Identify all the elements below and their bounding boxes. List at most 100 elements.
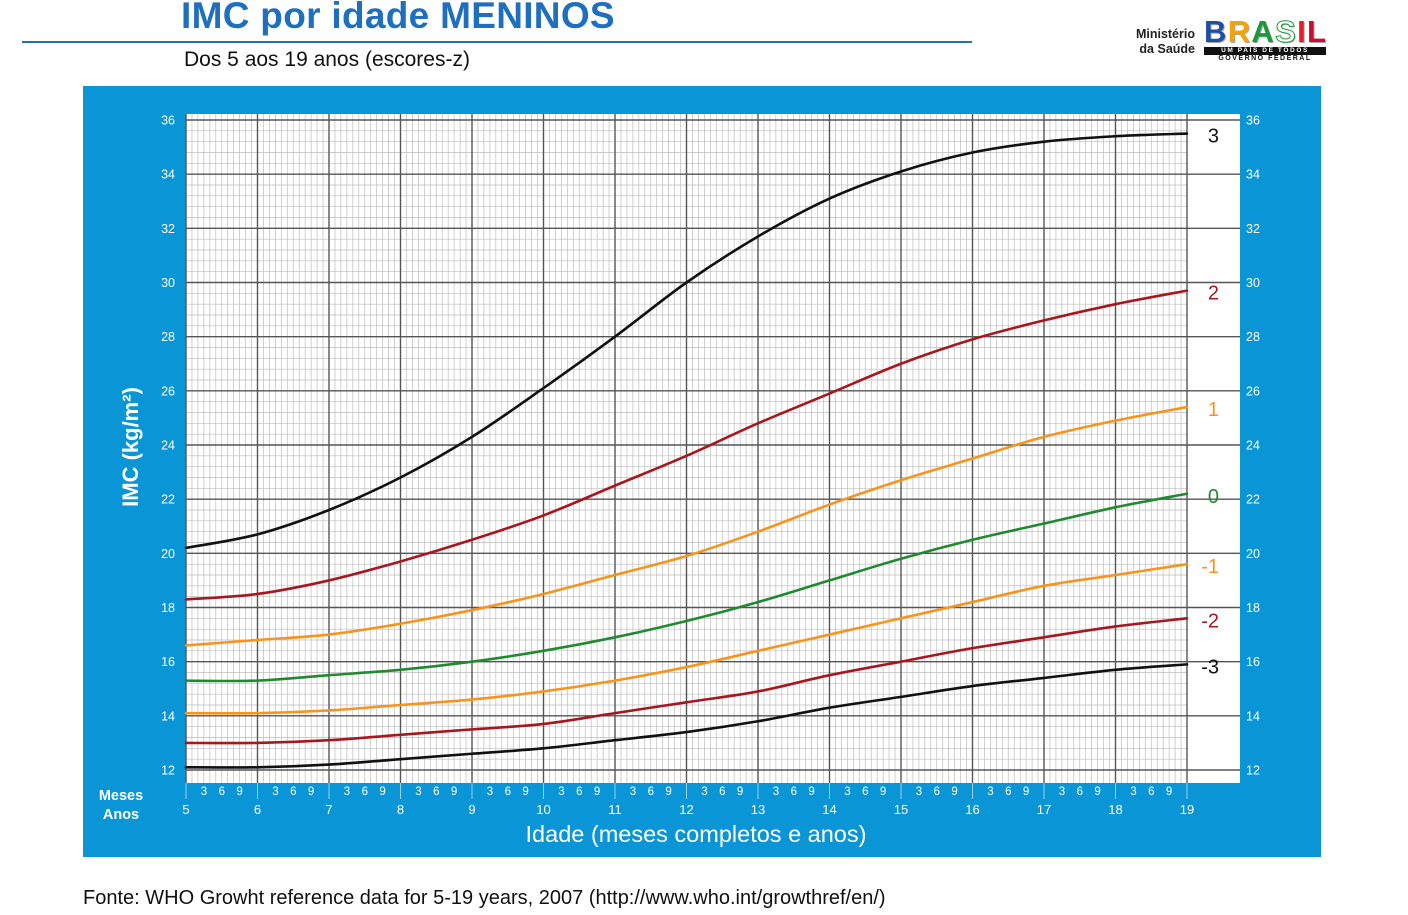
year-tick-label: 9 <box>468 802 475 817</box>
y-tick-label-right: 36 <box>1246 114 1260 128</box>
zscore-minus1-line <box>184 562 1189 715</box>
zscore-3-line <box>184 132 1189 550</box>
y-tick-label-left: 16 <box>161 655 175 669</box>
year-tick-label: 10 <box>536 802 550 817</box>
month-tick-label: 9 <box>665 786 671 798</box>
month-tick-label: 9 <box>379 786 385 798</box>
month-tick-label: 9 <box>594 786 600 798</box>
month-tick-label: 6 <box>219 786 225 798</box>
zscore-minus3-label: -3 <box>1201 656 1219 678</box>
y-tick-label-left: 28 <box>161 330 175 344</box>
zscore-0-label: 0 <box>1208 486 1219 508</box>
month-tick-label: 6 <box>505 786 511 798</box>
y-tick-label-left: 22 <box>161 493 175 507</box>
year-tick-label: 17 <box>1037 802 1051 817</box>
month-tick-label: 9 <box>951 786 957 798</box>
zscore-minus1-label: -1 <box>1201 556 1219 578</box>
zscore-minus2-line <box>184 617 1189 745</box>
month-tick-label: 9 <box>1023 786 1029 798</box>
year-tick-label: 11 <box>608 802 622 817</box>
y-tick-label-left: 24 <box>161 439 175 453</box>
year-tick-label: 6 <box>254 802 261 817</box>
logo-letter: B <box>1204 14 1227 49</box>
month-tick-label: 3 <box>701 786 707 798</box>
month-grid-lines <box>191 114 1182 783</box>
month-tick-label: 6 <box>1005 786 1011 798</box>
y-tick-label-left: 18 <box>161 601 175 615</box>
y-tick-label-right: 24 <box>1246 439 1260 453</box>
month-tick-label: 6 <box>362 786 368 798</box>
month-tick-label: 9 <box>451 786 457 798</box>
month-tick-label: 6 <box>1077 786 1083 798</box>
month-tick-label: 6 <box>862 786 868 798</box>
month-tick-label: 6 <box>791 786 797 798</box>
x-axis-title: Idade (meses completos e anos) <box>526 821 867 847</box>
y-tick-label-left: 14 <box>161 709 175 723</box>
month-tick-label: 9 <box>522 786 528 798</box>
y-tick-label-left: 20 <box>161 547 175 561</box>
ministry-line-1: Ministério <box>1135 27 1195 41</box>
year-tick-label: 16 <box>965 802 979 817</box>
year-tick-label: 8 <box>397 802 404 817</box>
ministry-logo-text: Ministério da Saúde <box>1112 27 1195 57</box>
zscore-2-line <box>184 289 1189 601</box>
month-tick-label: 3 <box>916 786 922 798</box>
y-tick-label-left: 32 <box>161 222 175 236</box>
month-tick-label: 6 <box>934 786 940 798</box>
month-tick-label: 6 <box>1148 786 1154 798</box>
y-tick-label-right: 16 <box>1246 655 1260 669</box>
y-axis-left-tick-labels: 12 14 16 18 20 22 24 26 28 30 32 34 36 <box>161 114 175 778</box>
month-tick-label: 3 <box>773 786 779 798</box>
month-tick-label: 3 <box>844 786 850 798</box>
month-tick-label: 3 <box>487 786 493 798</box>
month-tick-label: 6 <box>433 786 439 798</box>
y-tick-label-right: 28 <box>1246 330 1260 344</box>
y-tick-label-right: 30 <box>1246 276 1260 290</box>
series-lines <box>184 132 1189 769</box>
source-note: Fonte: WHO Growht reference data for 5-1… <box>83 887 886 909</box>
logo-government: GOVERNO FEDERAL <box>1218 55 1312 62</box>
zscore-0-line <box>184 492 1189 683</box>
y-tick-label-left: 36 <box>161 114 175 128</box>
year-tick-label: 14 <box>822 802 836 817</box>
brasil-logo: B R A S I L <box>1204 14 1326 49</box>
y-tick-label-left: 30 <box>161 276 175 290</box>
month-tick-label: 3 <box>630 786 636 798</box>
month-tick-label: 9 <box>737 786 743 798</box>
page-subtitle: Dos 5 aos 19 anos (escores-z) <box>184 48 470 71</box>
year-tick-label: 12 <box>679 802 693 817</box>
months-row-label: Meses <box>99 788 143 804</box>
month-tick-label: 3 <box>344 786 350 798</box>
zscore-minus3-line <box>184 663 1189 769</box>
year-tick-label: 13 <box>751 802 765 817</box>
year-grid-lines <box>185 114 1188 783</box>
month-tick-label: 9 <box>1166 786 1172 798</box>
y-tick-label-right: 14 <box>1246 709 1260 723</box>
zscore-1-label: 1 <box>1208 399 1219 421</box>
title-divider <box>22 41 972 43</box>
zscore-minus2-label: -2 <box>1201 610 1219 632</box>
y-tick-label-right: 22 <box>1246 493 1260 507</box>
year-tick-label: 7 <box>325 802 332 817</box>
y-tick-label-right: 12 <box>1246 764 1260 778</box>
chart-panel: 3 2 1 0 -1 -2 -3 12 14 16 18 20 22 24 26 28 30 32 34 36 12… <box>83 86 1321 857</box>
month-tick-label: 9 <box>808 786 814 798</box>
y-axis-right-tick-labels: 12 14 16 18 20 22 24 26 28 30 32 34 36 <box>1246 114 1260 778</box>
zscore-3-label: 3 <box>1208 126 1219 148</box>
plot-area <box>186 114 1240 783</box>
month-tick-label: 9 <box>308 786 314 798</box>
month-tick-label: 6 <box>648 786 654 798</box>
month-tick-label: 6 <box>290 786 296 798</box>
y-tick-label-left: 34 <box>161 168 175 182</box>
y-tick-label-right: 26 <box>1246 384 1260 398</box>
month-tick-label: 3 <box>201 786 207 798</box>
year-tick-label: 19 <box>1180 802 1194 817</box>
year-tick-label: 15 <box>894 802 908 817</box>
year-tick-label: 18 <box>1108 802 1122 817</box>
series-labels: 3 2 1 0 -1 -2 -3 <box>1201 126 1219 679</box>
month-tick-label: 6 <box>719 786 725 798</box>
month-tick-label: 9 <box>236 786 242 798</box>
y-tick-label-left: 12 <box>161 764 175 778</box>
